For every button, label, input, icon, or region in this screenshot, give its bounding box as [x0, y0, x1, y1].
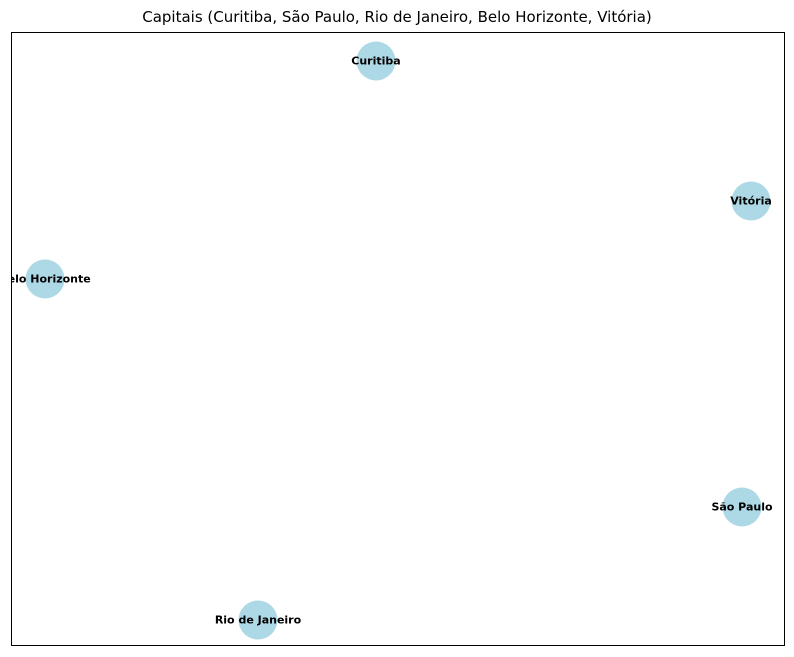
plot-area: Curitiba Vitória Belo Horizonte São Paulo Ri…: [11, 32, 785, 646]
node-curitiba: Curitiba: [351, 41, 401, 81]
nodes-layer: Curitiba Vitória Belo Horizonte São Paulo Ri…: [12, 41, 773, 640]
node-sao-paulo: São Paulo: [711, 487, 773, 527]
node-label-belo-horizonte: Belo Horizonte: [12, 273, 91, 286]
diagram-title: Capitais (Curitiba, São Paulo, Rio de Ja…: [142, 8, 652, 26]
node-circle-vitoria: [731, 181, 771, 221]
node-label-curitiba: Curitiba: [351, 55, 400, 68]
node-rio-de-janeiro: Rio de Janeiro: [215, 600, 302, 640]
graph-canvas: Curitiba Vitória Belo Horizonte São Paulo Ri…: [12, 41, 773, 640]
node-circle-curitiba: [356, 41, 396, 81]
node-circle-rio-de-janeiro: [238, 600, 278, 640]
node-belo-horizonte: Belo Horizonte: [12, 259, 91, 299]
node-label-rio-de-janeiro: Rio de Janeiro: [215, 614, 302, 627]
node-circle-belo-horizonte: [25, 259, 65, 299]
node-label-sao-paulo: São Paulo: [711, 501, 773, 514]
node-label-vitoria: Vitória: [730, 195, 772, 208]
node-vitoria: Vitória: [730, 181, 772, 221]
node-circle-sao-paulo: [722, 487, 762, 527]
